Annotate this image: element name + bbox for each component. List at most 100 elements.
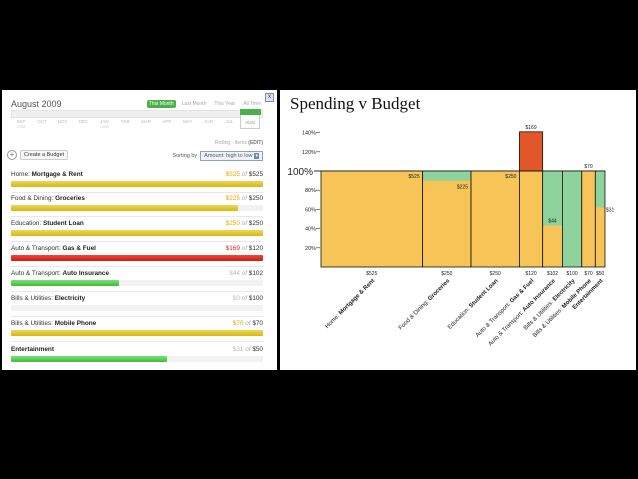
spent-data-label: $44 — [548, 219, 557, 225]
timeline-month-mar[interactable]: MAR — [136, 119, 156, 124]
budget-row[interactable]: Bills & Utilities: Electricity $0 of $100 — [11, 295, 263, 319]
month-timeline: SEP 2008 OCT NOV DEC JAN 2009 FEB MAR APR MAY JUN JU… — [11, 109, 263, 130]
timeline-month-label: MAY — [182, 119, 193, 124]
budget-row[interactable]: Food & Dining: Groceries $225 of $250 — [11, 195, 263, 219]
timeline-bar — [11, 110, 263, 118]
budget-data-label: $70 — [584, 271, 593, 277]
period-tab-this-month[interactable]: This Month — [146, 100, 176, 108]
budget-limit: $102 — [248, 270, 263, 277]
budget-category-label: Food & Dining: Groceries — [11, 195, 85, 202]
chart-panel: Spending v Budget 140% 120% 100% 80% 60% 40% 2… — [280, 90, 636, 370]
budget-progress-track — [11, 356, 263, 362]
timeline-month-label: NOV — [57, 119, 68, 124]
timeline-month-apr[interactable]: APR — [157, 119, 177, 124]
period-tabs: This Month Last Month This Year All Time — [146, 100, 263, 108]
spent-data-label: $70 — [584, 164, 593, 170]
timeline-month-sep[interactable]: SEP 2008 — [11, 119, 31, 129]
budget-progress-fill — [11, 255, 263, 261]
timeline-selected-bar — [240, 109, 261, 115]
period-tab-all-time[interactable]: All Time — [243, 101, 261, 107]
budget-limit: $250 — [248, 195, 263, 202]
budget-of: of — [243, 346, 253, 353]
y-tick-label: 60% — [305, 207, 316, 213]
sort-value: Amount: high to low — [204, 153, 253, 159]
timeline-month-jun[interactable]: JUN — [199, 119, 219, 124]
sort-select[interactable]: Amount: high to low ▾ — [200, 151, 263, 161]
budget-amount: $169 of $120 — [226, 245, 263, 252]
budget-of: of — [239, 295, 249, 302]
budget-row[interactable]: Bills & Utilities: Mobile Phone $70 of $7… — [11, 320, 263, 344]
timeline-month-label: AUG — [245, 120, 256, 125]
budget-progress-fill — [11, 230, 263, 236]
spent-data-label: $169 — [525, 125, 536, 131]
budget-spent: $525 — [225, 171, 240, 178]
budget-amount: $250 of $250 — [226, 220, 263, 227]
sort-row: Sorting by Amount: high to low ▾ — [172, 151, 263, 161]
timeline-month-label: DEC — [78, 119, 89, 124]
budget-category-name: Auto Insurance — [62, 270, 110, 277]
timeline-month-nov[interactable]: NOV — [53, 119, 73, 124]
create-budget-button[interactable]: + Create a Budget — [7, 150, 69, 160]
budget-row[interactable]: Entertainment $31 of $50 — [11, 346, 263, 370]
budget-category-prefix: Food & Dining: — [11, 195, 56, 202]
budget-amount: $31 of $50 — [233, 346, 263, 353]
y-tick-label: 120% — [302, 150, 316, 156]
spent-bar — [581, 171, 596, 267]
timeline-month-label: APR — [162, 119, 172, 124]
close-icon[interactable]: x — [265, 93, 274, 102]
budget-progress-track — [11, 305, 263, 311]
row-divider — [11, 192, 263, 193]
budget-row[interactable]: Auto & Transport: Gas & Fuel $169 of $120 — [11, 245, 263, 269]
budget-row[interactable]: Auto & Transport: Auto Insurance $44 of $… — [11, 270, 263, 294]
select-arrow-icon: ▾ — [254, 153, 259, 159]
budget-limit: $70 — [252, 320, 263, 327]
y-tick-label: 80% — [305, 188, 316, 194]
timeline-year-label: 2008 — [16, 124, 26, 129]
spent-bar — [595, 207, 605, 267]
budget-spent: $31 — [232, 346, 244, 353]
edit-link[interactable]: (EDIT) — [248, 140, 263, 146]
budget-category-name: Student Loan — [42, 220, 84, 227]
budget-row[interactable]: Education: Student Loan $250 of $250 — [11, 220, 263, 244]
timeline-month-may[interactable]: MAY — [178, 119, 198, 124]
period-tab-this-year[interactable]: This Year — [214, 101, 236, 107]
timeline-month-label: MAR — [141, 119, 151, 124]
timeline-month-jan[interactable]: JAN 2009 — [94, 119, 114, 129]
budget-limit: $525 — [248, 171, 263, 178]
timeline-month-jul[interactable]: JUL — [219, 119, 239, 124]
timeline-month-oct[interactable]: OCT — [32, 119, 52, 124]
timeline-month-feb[interactable]: FEB — [115, 119, 135, 124]
row-divider — [11, 341, 263, 342]
budget-progress-track — [11, 255, 263, 261]
budget-data-label: $525 — [366, 271, 377, 277]
budget-category-label: Auto & Transport: Auto Insurance — [11, 270, 109, 277]
spent-bar — [542, 225, 563, 267]
budget-unspent-bar — [562, 171, 582, 267]
month-title: August 2009 — [11, 99, 62, 109]
timeline-month-aug[interactable]: AUG — [240, 113, 261, 129]
budget-category-prefix: Education: — [11, 220, 43, 227]
spent-bar — [422, 180, 472, 267]
row-divider — [11, 241, 263, 242]
budget-amount: $525 of $525 — [226, 171, 263, 178]
budget-progress-track — [11, 280, 263, 286]
budget-progress-fill — [11, 181, 263, 187]
budget-progress-track — [11, 205, 263, 211]
budget-data-label: $250 — [441, 271, 452, 277]
budget-limit: $120 — [248, 245, 263, 252]
budget-row[interactable]: Home: Mortgage & Rent $525 of $525 — [11, 171, 263, 195]
timeline-year-label: 2009 — [99, 124, 109, 129]
timeline-month-dec[interactable]: DEC — [74, 119, 94, 124]
budget-category-name: Entertainment — [11, 346, 54, 353]
budget-category-name: Mortgage & Rent — [31, 171, 83, 178]
timeline-month-label: OCT — [37, 119, 47, 124]
budget-progress-fill — [11, 205, 238, 211]
timeline-month-label: FEB — [120, 119, 130, 124]
y-tick-label: 40% — [305, 227, 316, 233]
budget-amount: $0 of $100 — [233, 295, 263, 302]
budget-category-label: Auto & Transport: Gas & Fuel — [11, 245, 96, 252]
period-tab-last-month[interactable]: Last Month — [181, 101, 207, 107]
create-budget-label: Create a Budget — [20, 150, 69, 160]
spent-bar — [471, 171, 520, 267]
